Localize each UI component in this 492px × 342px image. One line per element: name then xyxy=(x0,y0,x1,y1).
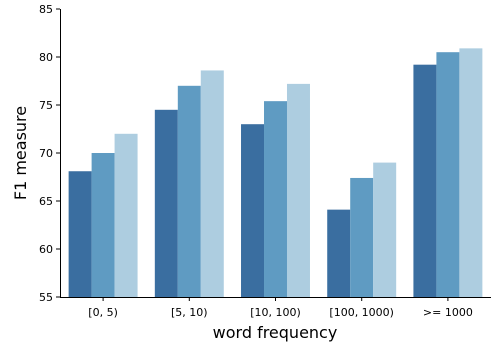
y-tick-label: 80 xyxy=(39,51,53,64)
x-tick-label: [100, 1000) xyxy=(329,306,394,319)
bar-2-1 xyxy=(264,101,287,297)
x-tick-label: [5, 10) xyxy=(171,306,208,319)
x-axis-title: word frequency xyxy=(213,323,338,342)
y-tick-label: 55 xyxy=(39,291,53,304)
y-tick-label: 70 xyxy=(39,147,53,160)
bar-0-1 xyxy=(91,153,115,297)
bar-3-0 xyxy=(327,209,351,297)
bar-2-0 xyxy=(241,124,265,297)
x-tick-label: >= 1000 xyxy=(423,306,473,319)
bar-4-1 xyxy=(436,52,460,298)
y-axis-ticks: 55 60 65 70 75 80 85 xyxy=(39,3,60,304)
bar-1-1 xyxy=(177,85,201,297)
bar-3-1 xyxy=(350,177,374,297)
y-axis-title: F1 measure xyxy=(11,106,30,200)
bar-3-2 xyxy=(373,162,397,297)
bar-0-0 xyxy=(68,171,92,297)
y-tick-label: 85 xyxy=(39,3,53,16)
bar-1-0 xyxy=(154,109,178,297)
bar-2-2 xyxy=(286,83,310,297)
x-tick-label: [0, 5) xyxy=(88,306,118,319)
y-tick-label: 65 xyxy=(39,195,53,208)
y-tick-label: 60 xyxy=(39,243,53,256)
bar-4-2 xyxy=(459,48,483,297)
x-tick-label: [10, 100) xyxy=(250,306,301,319)
bar-0-2 xyxy=(114,133,138,297)
bars-group xyxy=(68,48,483,298)
bar-1-2 xyxy=(200,70,224,297)
x-axis-ticks: [0, 5) [5, 10) [10, 100) [100, 1000) >= 1000 xyxy=(88,297,473,319)
y-tick-label: 75 xyxy=(39,99,53,112)
bar-4-0 xyxy=(413,64,437,298)
